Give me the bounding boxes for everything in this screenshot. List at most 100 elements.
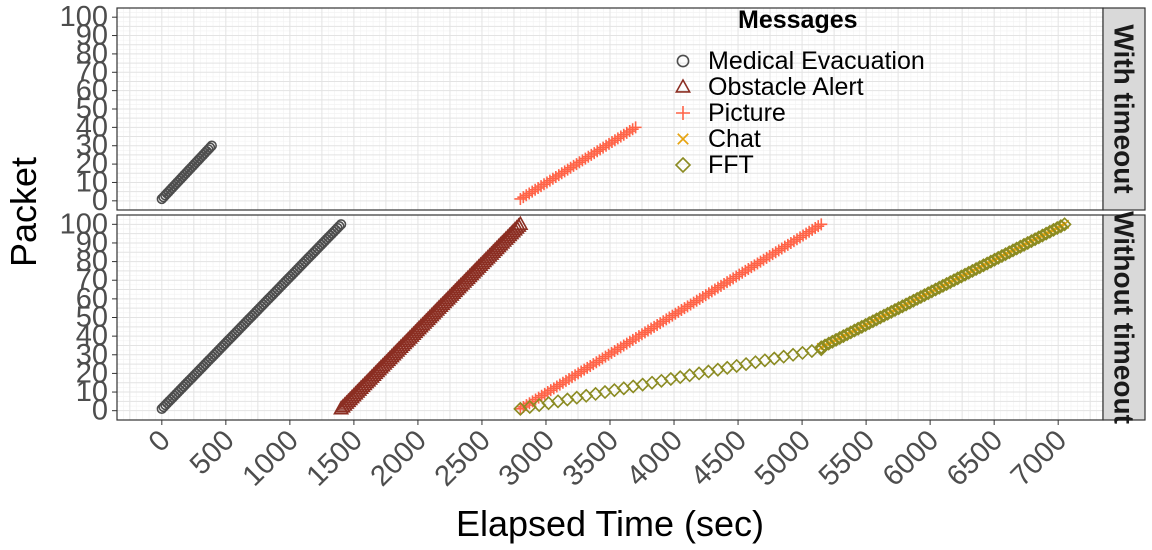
data-point: [629, 332, 642, 344]
data-point: [708, 283, 721, 296]
y-tick-label: 90: [76, 20, 108, 52]
y-tick-label: 0: [92, 395, 108, 427]
data-point: [538, 387, 551, 400]
data-point: [809, 222, 822, 235]
x-tick-label: 2500: [429, 424, 497, 492]
data-point: [605, 346, 618, 359]
strip-background: [1102, 7, 1146, 211]
data-point: [757, 253, 770, 266]
data-point: [696, 291, 709, 303]
y-tick-label: 40: [76, 320, 108, 352]
data-point: [623, 335, 636, 348]
x-tick-label: 6500: [941, 424, 1009, 492]
data-point: [724, 274, 737, 287]
y-tick-label: 60: [76, 283, 108, 315]
legend-label: Chat: [708, 125, 761, 153]
data-point: [562, 373, 575, 385]
data-point: [614, 341, 627, 354]
x-tick-label: 5000: [749, 424, 817, 492]
data-point: [335, 219, 347, 230]
data-point: [590, 356, 603, 369]
data-point: [635, 328, 648, 341]
x-axis-title: Elapsed Time (sec): [456, 503, 764, 544]
data-point: [736, 266, 749, 279]
data-point: [721, 276, 734, 289]
series-fft: [513, 217, 1072, 416]
legend-item-fft: FFT: [674, 151, 754, 179]
data-point: [745, 261, 758, 274]
data-point: [651, 318, 664, 331]
strip-background: [1102, 214, 1146, 421]
data-point: [541, 386, 554, 399]
data-point: [535, 389, 548, 402]
legend-item-chat: Chat: [677, 125, 761, 153]
data-point: [775, 242, 788, 255]
data-point: [593, 354, 606, 367]
y-tick-label: 100: [60, 1, 108, 33]
data-point: [626, 333, 639, 346]
data-point: [626, 123, 639, 136]
data-point: [812, 220, 825, 233]
x-tick-label: 7000: [1005, 424, 1073, 492]
data-point: [514, 402, 527, 415]
panel-with-timeout: With timeout: [116, 7, 1146, 211]
strip-label: With timeout: [1109, 24, 1140, 193]
legend-label: FFT: [708, 151, 754, 179]
data-point: [581, 361, 594, 374]
panels-layer: With timeout Without timeout: [116, 7, 1146, 424]
data-point: [550, 380, 563, 393]
y-tick-label: 40: [76, 111, 108, 143]
data-point: [1053, 219, 1069, 234]
y-tick-label: 10: [76, 376, 108, 408]
y-tick-label: 100: [60, 208, 108, 240]
data-point: [690, 294, 703, 307]
data-point: [654, 317, 667, 330]
series-picture: [514, 121, 642, 205]
data-point: [642, 324, 655, 337]
data-point: [751, 257, 764, 270]
data-point: [1057, 217, 1072, 232]
data-point: [547, 382, 560, 395]
y-tick-label: 90: [76, 227, 108, 259]
data-point: [584, 359, 597, 372]
legend-key-cross-icon: [677, 133, 689, 145]
series-picture: [514, 218, 828, 415]
data-point: [602, 348, 615, 361]
y-tick-label: 20: [76, 357, 108, 389]
y-tick-label: 0: [92, 185, 108, 217]
data-point: [705, 285, 718, 298]
data-point: [566, 371, 579, 384]
y-tick-label: 50: [76, 93, 108, 125]
series-medical-evacuation: [156, 219, 347, 415]
data-point: [669, 307, 682, 320]
y-tick-label: 30: [76, 130, 108, 162]
data-point: [800, 227, 813, 240]
data-point: [645, 322, 658, 335]
data-point: [657, 315, 670, 328]
data-point: [532, 391, 545, 404]
y-tick-label: 80: [76, 38, 108, 70]
legend-key-plus-icon: [676, 106, 690, 120]
x-tick-label: 3000: [493, 424, 561, 492]
data-point: [687, 296, 700, 309]
data-point: [790, 233, 803, 246]
x-tick-label: 3500: [557, 424, 625, 492]
data-point: [772, 244, 785, 257]
data-point: [748, 259, 761, 272]
x-tick-label: 6000: [877, 424, 945, 492]
data-point: [787, 235, 800, 248]
data-point: [739, 264, 752, 277]
legend-key-diamond-icon: [674, 156, 692, 174]
series-obstacle-alert: [333, 215, 529, 415]
data-point: [784, 236, 797, 249]
x-tick-label: 1000: [237, 424, 305, 492]
data-point: [559, 374, 572, 387]
series-medical-evacuation: [156, 140, 217, 205]
data-point: [569, 369, 582, 382]
legend-label: Picture: [708, 99, 786, 127]
y-axis-title: Packet: [3, 157, 44, 267]
x-tick-label: 2000: [365, 424, 433, 492]
strip-label: Without timeout: [1109, 211, 1140, 424]
data-point: [206, 140, 217, 151]
data-point: [620, 337, 633, 350]
